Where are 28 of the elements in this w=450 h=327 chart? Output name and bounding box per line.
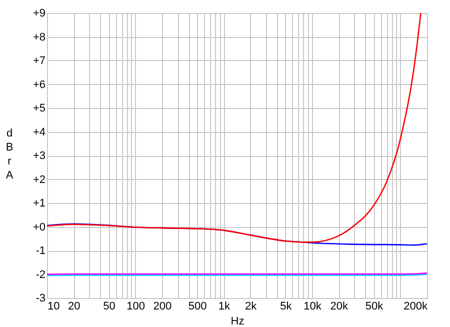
y-tick-label: +4 [32, 126, 46, 138]
y-tick-label: -1 [36, 245, 46, 257]
y-tick-label: +5 [32, 102, 46, 114]
y-tick-label: -3 [36, 292, 46, 304]
x-tick-label: 20k [330, 300, 349, 312]
y-tick-label: +1 [32, 198, 46, 210]
y-tick-label: +9 [32, 8, 46, 20]
x-tick-label: 100 [126, 300, 146, 312]
x-tick-label: 1k [218, 300, 231, 312]
y-tick-label: +0 [32, 221, 46, 234]
x-tick-label: 10k [304, 300, 322, 312]
y-tick-label: +2 [32, 174, 46, 186]
x-tick-label: 500 [188, 300, 207, 312]
x-tick-label: 50k [365, 300, 384, 312]
x-tick-label: 10 [48, 300, 60, 312]
x-tick-label: 20 [68, 300, 80, 312]
y-tick-label: -2 [36, 268, 46, 281]
x-tick-label: 200k [404, 300, 428, 312]
x-tick-label: 50 [103, 300, 116, 312]
x-tick-label: 5k [280, 300, 292, 312]
y-tick-label: +6 [32, 78, 46, 91]
y-tick-label: +3 [32, 150, 46, 162]
y-tick-label: +8 [32, 31, 46, 44]
x-tick-label: 2k [244, 300, 258, 312]
y-tick-label: +7 [32, 55, 46, 67]
x-tick-label: 200 [153, 300, 172, 312]
x-axis-title: Hz [230, 316, 244, 327]
y-axis-title: dBr A [6, 128, 14, 182]
